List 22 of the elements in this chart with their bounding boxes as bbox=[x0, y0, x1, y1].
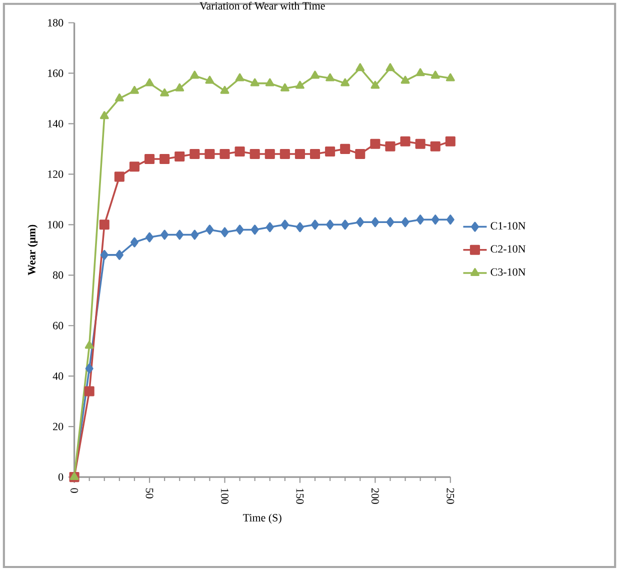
x-tick-label: 100 bbox=[221, 488, 228, 504]
x-tick-label: 0 bbox=[70, 488, 78, 493]
x-tick-label: 150 bbox=[296, 488, 304, 504]
x-tick-label: 50 bbox=[146, 488, 154, 498]
x-tick-label: 250 bbox=[446, 488, 454, 504]
chart-title: Variation of Wear with Time bbox=[200, 2, 325, 10]
legend-label: C1-10N bbox=[490, 222, 526, 230]
legend-label: C3-10N bbox=[490, 268, 526, 276]
x-tick-label: 200 bbox=[371, 488, 379, 504]
y-tick-label: 140 bbox=[48, 120, 64, 128]
legend-label: C2-10N bbox=[490, 245, 526, 253]
x-axis-title: Time (S) bbox=[243, 514, 282, 524]
y-tick-label: 60 bbox=[53, 322, 64, 330]
y-tick-label: 80 bbox=[52, 271, 64, 279]
y-tick-label: 120 bbox=[48, 170, 64, 178]
y-tick-label: 20 bbox=[53, 422, 64, 430]
y-axis-title: Wear (μm) bbox=[28, 224, 38, 276]
y-tick-label: 40 bbox=[52, 372, 64, 380]
y-tick-label: 0 bbox=[58, 473, 64, 481]
y-tick-label: 180 bbox=[48, 19, 64, 26]
y-tick-label: 100 bbox=[48, 221, 64, 228]
y-tick-label: 160 bbox=[48, 70, 64, 77]
